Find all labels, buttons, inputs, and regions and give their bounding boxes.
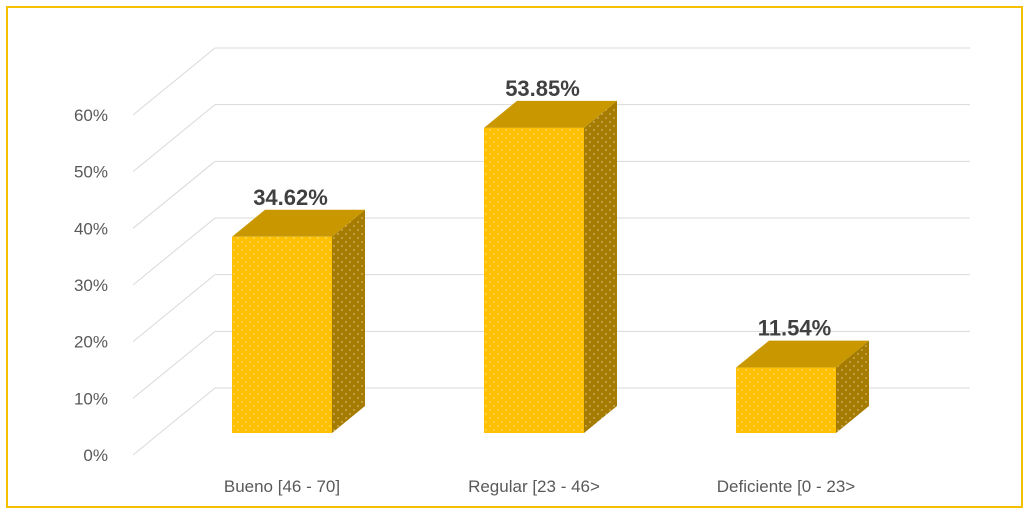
gridline-diagonal xyxy=(132,104,216,173)
data-label: 11.54% xyxy=(758,316,831,341)
y-tick-label: 30% xyxy=(74,276,108,295)
bar-texture xyxy=(232,236,332,433)
bar-texture xyxy=(484,127,584,434)
bar-top xyxy=(736,340,869,368)
y-tick-label: 20% xyxy=(74,333,108,352)
x-category-label: Deficiente [0 - 23> xyxy=(717,477,856,496)
bar-texture xyxy=(736,367,836,433)
bar-side-texture xyxy=(332,209,365,433)
y-tick-label: 60% xyxy=(74,106,108,125)
y-tick-label: 10% xyxy=(74,389,108,408)
gridline-diagonal xyxy=(132,387,216,456)
gridline-diagonal xyxy=(132,274,216,343)
bar-side-texture xyxy=(836,340,869,433)
y-tick-label: 0% xyxy=(83,446,108,465)
y-tick-label: 50% xyxy=(74,163,108,182)
gridline-diagonal xyxy=(132,47,216,116)
bar-top xyxy=(232,209,365,237)
gridline-diagonal xyxy=(132,160,216,229)
bar-top xyxy=(484,100,617,128)
x-category-label: Regular [23 - 46> xyxy=(468,477,600,496)
gridline-diagonal xyxy=(132,217,216,286)
y-tick-label: 40% xyxy=(74,219,108,238)
x-category-label: Bueno [46 - 70] xyxy=(224,477,340,496)
bar-side-texture xyxy=(584,100,617,434)
gridline-diagonal xyxy=(132,330,216,399)
data-label: 53.85% xyxy=(505,76,580,101)
data-label: 34.62% xyxy=(253,185,328,210)
